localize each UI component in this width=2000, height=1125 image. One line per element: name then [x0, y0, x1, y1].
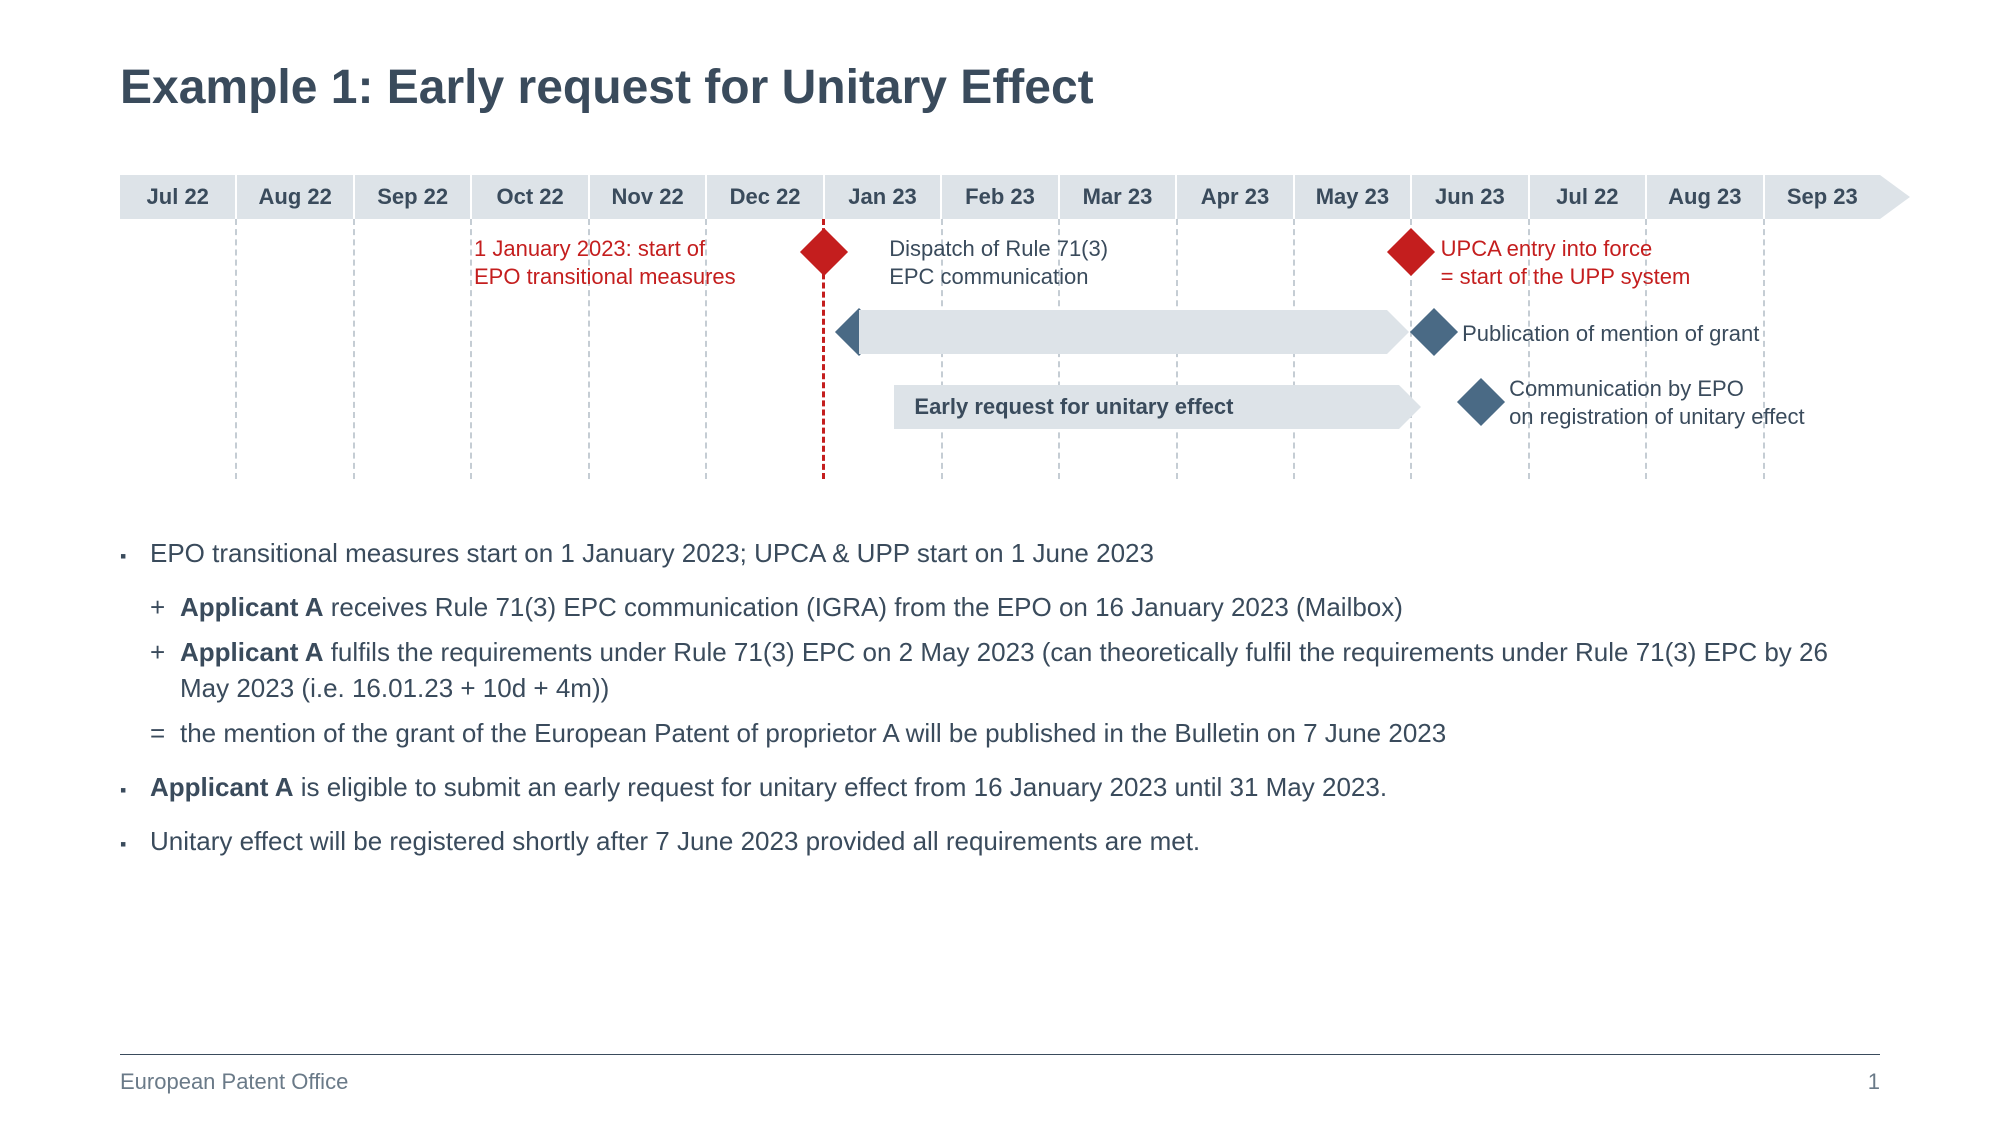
bullet-marker: [120, 823, 150, 859]
month-cell: Jan 23: [825, 175, 942, 219]
month-cell: Oct 22: [472, 175, 589, 219]
bullet-item: EPO transitional measures start on 1 Jan…: [120, 535, 1880, 571]
publication-label: Publication of mention of grant: [1462, 320, 1759, 348]
upca-marker-label: UPCA entry into force = start of the UPP…: [1441, 235, 1691, 290]
grid-column: [355, 219, 472, 479]
month-cell: Jul 22: [120, 175, 237, 219]
bullet-item: +Applicant A fulfils the requirements un…: [150, 634, 1880, 707]
bullet-text: the mention of the grant of the European…: [180, 715, 1880, 751]
month-cell: Aug 23: [1647, 175, 1764, 219]
month-cell: Jul 22: [1530, 175, 1647, 219]
band-early-request-label: Early request for unitary effect: [914, 394, 1233, 420]
bullet-marker: [120, 769, 150, 805]
bullet-item: +Applicant A receives Rule 71(3) EPC com…: [150, 589, 1880, 625]
bullet-item: Unitary effect will be registered shortl…: [120, 823, 1880, 859]
month-cell: Apr 23: [1177, 175, 1294, 219]
grid-column: [1765, 219, 1880, 479]
bullet-text: Applicant A receives Rule 71(3) EPC comm…: [180, 589, 1880, 625]
bullet-item: =the mention of the grant of the Europea…: [150, 715, 1880, 751]
footer-divider: [120, 1054, 1880, 1055]
bullet-marker: =: [150, 715, 180, 751]
timeline-bar: Jul 22Aug 22Sep 22Oct 22Nov 22Dec 22Jan …: [120, 175, 1880, 219]
communication-label: Communication by EPO on registration of …: [1509, 375, 1805, 430]
bullet-list: EPO transitional measures start on 1 Jan…: [120, 535, 1880, 860]
bullet-marker: +: [150, 634, 180, 707]
month-cell: Sep 23: [1765, 175, 1880, 219]
bullet-marker: +: [150, 589, 180, 625]
month-cell: May 23: [1295, 175, 1412, 219]
band-dispatch: [859, 310, 1387, 354]
month-cell: Jun 23: [1412, 175, 1529, 219]
bullet-text: EPO transitional measures start on 1 Jan…: [150, 535, 1880, 571]
bullet-text: Applicant A is eligible to submit an ear…: [150, 769, 1880, 805]
month-cell: Feb 23: [942, 175, 1059, 219]
month-cell: Mar 23: [1060, 175, 1177, 219]
grid-column: [237, 219, 354, 479]
bullet-text: Applicant A fulfils the requirements und…: [180, 634, 1880, 707]
month-cell: Sep 22: [355, 175, 472, 219]
month-cell: Aug 22: [237, 175, 354, 219]
band-early-request: Early request for unitary effect: [894, 385, 1399, 429]
footer: European Patent Office 1: [120, 1069, 1880, 1095]
transitional-marker-label: 1 January 2023: start of EPO transitiona…: [474, 235, 794, 290]
bullet-marker: [120, 535, 150, 571]
bullet-text: Unitary effect will be registered shortl…: [150, 823, 1880, 859]
footer-org: European Patent Office: [120, 1069, 348, 1095]
page-title: Example 1: Early request for Unitary Eff…: [120, 60, 1880, 115]
grid-column: [120, 219, 237, 479]
month-cell: Nov 22: [590, 175, 707, 219]
bullet-item: Applicant A is eligible to submit an ear…: [120, 769, 1880, 805]
footer-page: 1: [1868, 1069, 1880, 1095]
month-cell: Dec 22: [707, 175, 824, 219]
dispatch-label: Dispatch of Rule 71(3) EPC communication: [889, 235, 1108, 290]
timeline: Jul 22Aug 22Sep 22Oct 22Nov 22Dec 22Jan …: [120, 175, 1880, 495]
